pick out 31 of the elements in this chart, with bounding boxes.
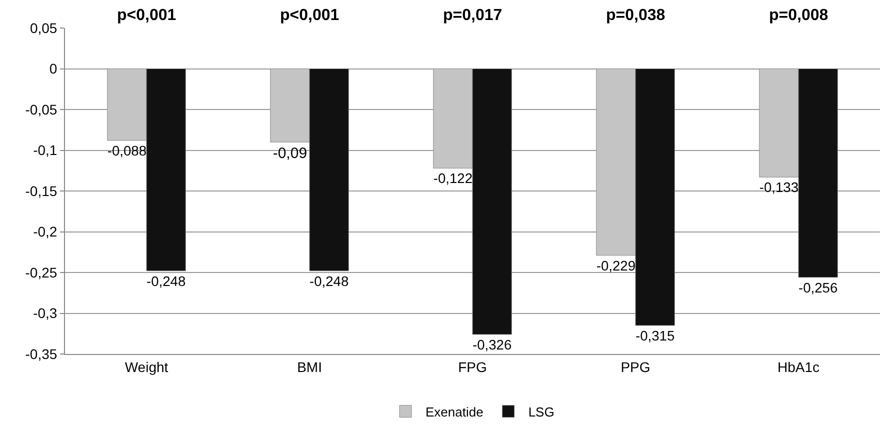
- y-tick-label: -0,15: [25, 182, 58, 199]
- legend-label: Exenatide: [426, 404, 484, 420]
- y-tick-label: -0,1: [33, 142, 58, 158]
- data-label: -0,122: [433, 171, 472, 186]
- x-tick-label: HbA1c: [777, 358, 820, 375]
- y-tick-label: -0,3: [33, 305, 58, 322]
- data-label: -0,248: [146, 274, 186, 289]
- y-tick-label: -0,2: [33, 224, 58, 240]
- x-tick-label: FPG: [458, 358, 487, 375]
- x-tick-label: PPG: [620, 358, 650, 375]
- data-label: -0,229: [596, 258, 636, 274]
- data-label: -0,248: [310, 274, 349, 289]
- y-tick-label: 0: [49, 60, 58, 77]
- y-tick-label: 0,05: [30, 20, 58, 36]
- text: p=0,008: [769, 7, 828, 24]
- data-label: -0,326: [472, 337, 512, 352]
- y-tick-label: -0,05: [25, 101, 58, 118]
- text: p=0,017: [443, 7, 502, 24]
- legend-label: LSG: [528, 404, 554, 420]
- x-tick-label: BMI: [297, 358, 322, 375]
- x-tick-label: Weight: [124, 358, 168, 375]
- y-tick-label: -0,35: [25, 346, 58, 362]
- text: p=0,038: [606, 7, 666, 24]
- data-label: -0,315: [636, 328, 675, 344]
- data-label: -0,09: [272, 145, 308, 162]
- text: p<0,001: [280, 7, 340, 24]
- y-tick-label: -0,25: [25, 264, 58, 280]
- data-label: -0,133: [759, 180, 799, 196]
- data-label: -0,088: [107, 143, 147, 158]
- text: p<0,001: [117, 7, 176, 24]
- data-label: -0,256: [798, 280, 838, 296]
